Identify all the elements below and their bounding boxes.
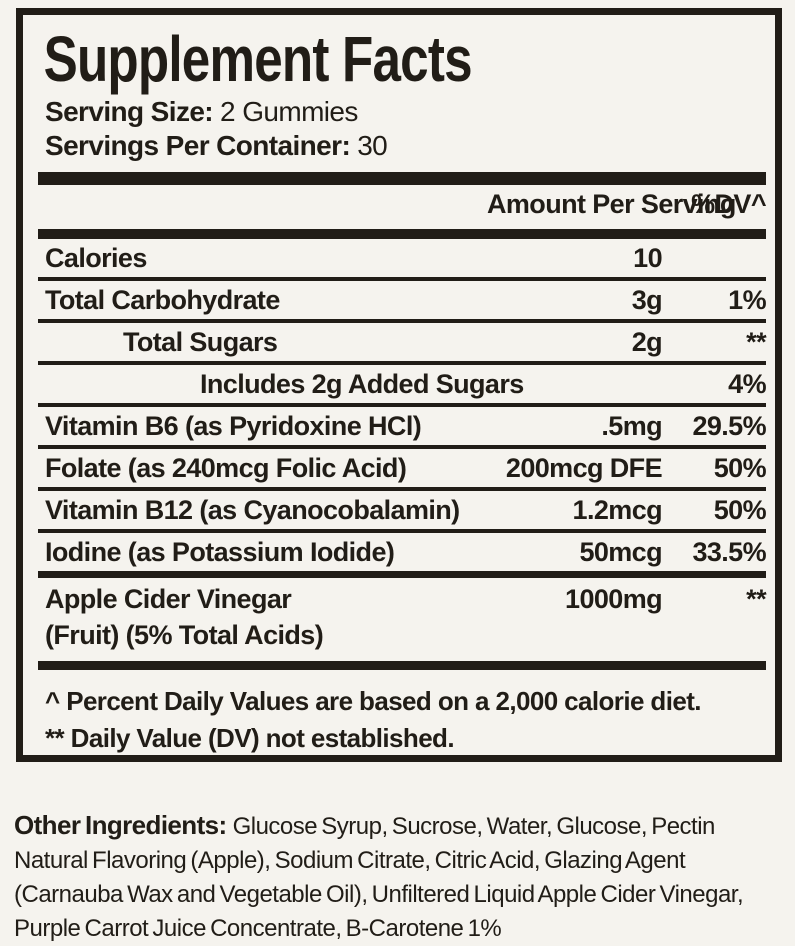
nutrient-dv: 50% — [713, 452, 767, 483]
row-divider — [38, 445, 766, 449]
servings-value: 30 — [357, 130, 388, 161]
row-iodine: Iodine (as Potassium Iodide) 50mcg 33.5% — [38, 533, 767, 571]
nutrient-amount: 1.2mcg — [572, 494, 663, 525]
other-ingredients-label: Other Ingredients: — [14, 810, 227, 840]
row-divider — [38, 361, 766, 365]
nutrient-name: Includes 2g Added Sugars — [200, 368, 524, 399]
nutrient-amount: 2g — [631, 326, 663, 357]
nutrient-dv: 29.5% — [692, 410, 766, 441]
row-calories: Calories 10 — [38, 239, 766, 277]
divider-medium — [38, 571, 766, 578]
nutrient-dv: 33.5% — [692, 536, 766, 567]
footnote-daily-values: ^ Percent Daily Values are based on a 2,… — [45, 686, 701, 716]
supplement-facts-panel: Supplement Facts Serving Size: 2 Gummies … — [16, 8, 782, 762]
nutrient-dv: ** — [746, 326, 766, 357]
row-total-sugars: Total Sugars 2g ** — [38, 323, 767, 361]
nutrient-name: Calories — [45, 242, 147, 273]
row-divider — [38, 529, 766, 533]
serving-size-value: 2 Gummies — [220, 96, 358, 127]
nutrient-name: Total Sugars — [123, 326, 278, 357]
nutrient-amount: 3g — [631, 284, 663, 315]
row-apple-cider-vinegar: Apple Cider Vinegar 1000mg ** (Fruit) (5… — [38, 578, 767, 661]
table-header-row: Amount Per Serving %DV^ — [38, 185, 767, 229]
row-vitamin-b12: Vitamin B12 (as Cyanocobalamin) 1.2mcg 5… — [38, 491, 767, 529]
row-divider — [38, 487, 766, 491]
header-amount-per-serving: Amount Per Serving — [487, 189, 736, 219]
divider-thick-footnotes — [38, 661, 766, 670]
serving-size-line: Serving Size: 2 Gummies — [38, 95, 766, 129]
footnote-dv-not-established: ** Daily Value (DV) not established. — [45, 723, 455, 753]
row-added-sugars: Includes 2g Added Sugars 4% — [38, 365, 767, 403]
footnotes: ^ Percent Daily Values are based on a 2,… — [38, 670, 766, 757]
servings-label: Servings Per Container: — [45, 130, 351, 161]
row-divider — [38, 319, 766, 323]
row-vitamin-b6: Vitamin B6 (as Pyridoxine HCl) .5mg 29.5… — [38, 407, 767, 445]
servings-per-container-line: Servings Per Container: 30 — [38, 129, 766, 163]
nutrient-name: Total Carbohydrate — [45, 284, 280, 315]
nutrient-amount: 200mcg DFE — [505, 452, 663, 483]
row-divider — [38, 277, 766, 281]
nutrient-name: Vitamin B6 (as Pyridoxine HCl) — [45, 410, 422, 441]
nutrient-dv: 50% — [713, 494, 767, 525]
row-folate: Folate (as 240mcg Folic Acid) 200mcg DFE… — [38, 449, 767, 487]
nutrient-name: Vitamin B12 (as Cyanocobalamin) — [45, 494, 460, 525]
row-total-carbohydrate: Total Carbohydrate 3g 1% — [38, 281, 767, 319]
nutrient-amount: .5mg — [601, 410, 662, 441]
nutrient-dv: ** — [746, 583, 766, 614]
serving-size-label: Serving Size: — [45, 96, 214, 127]
nutrient-subname: (Fruit) (5% Total Acids) — [45, 620, 324, 650]
nutrient-name: Folate (as 240mcg Folic Acid) — [45, 452, 407, 483]
divider-thick-top — [38, 172, 766, 185]
nutrient-dv: 1% — [728, 284, 766, 315]
nutrient-dv: 4% — [728, 368, 766, 399]
nutrient-name: Iodine (as Potassium Iodide) — [45, 536, 395, 567]
nutrient-name: Apple Cider Vinegar — [45, 583, 292, 614]
row-divider — [38, 403, 766, 407]
divider-thick-header — [38, 229, 766, 239]
nutrient-amount: 10 — [633, 242, 662, 273]
nutrient-amount: 50mcg — [579, 536, 662, 567]
panel-title: Supplement Facts — [43, 23, 473, 95]
nutrient-amount: 1000mg — [565, 583, 663, 614]
other-ingredients-paragraph: Other Ingredients: Glucose Syrup, Sucrose… — [14, 808, 789, 946]
header-percent-dv: %DV^ — [691, 189, 766, 219]
